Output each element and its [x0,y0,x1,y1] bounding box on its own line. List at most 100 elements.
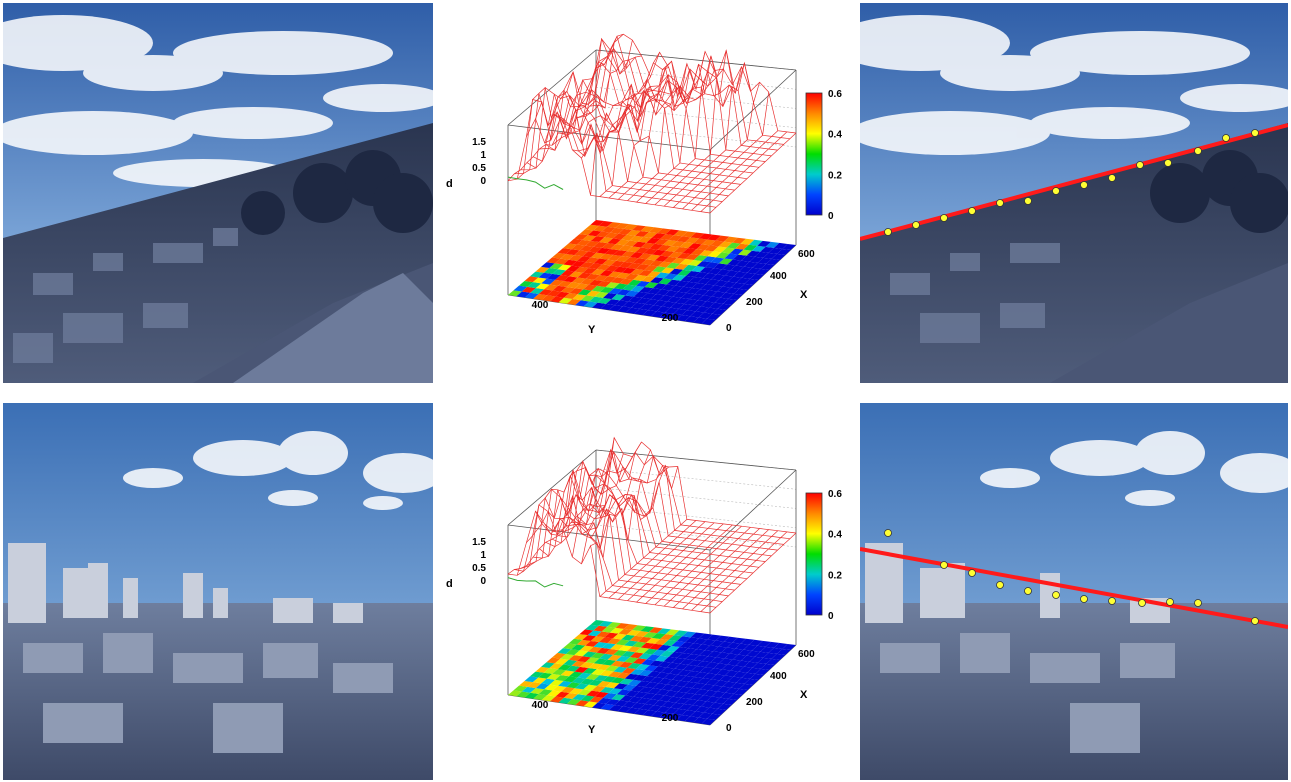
heatmap-cell [668,651,683,658]
heatmap-cell [650,677,664,684]
heatmap-cell [574,683,589,690]
surface-line [544,40,633,144]
heatmap-cell [746,650,761,657]
heatmap-cell [566,282,581,289]
heatmap-cell [718,241,733,248]
heatmap-cell [739,683,753,690]
heatmap-cell [653,300,668,307]
heatmap-cell [618,628,633,635]
heatmap-cell [579,629,594,636]
heatmap-cell [575,700,590,707]
heatmap-cell [552,252,566,259]
heatmap-cell [597,697,612,704]
surface-line [507,114,711,214]
heatmap-cell [538,289,553,296]
heatmap-cell [619,261,633,268]
heatmap-cell [543,668,558,674]
heatmap-cell [666,679,681,686]
heatmap-cell [686,270,700,277]
heatmap-cell [729,248,744,255]
heatmap-cell [557,248,572,254]
heatmap-cell [615,223,630,229]
heatmap-cell [644,682,659,689]
heatmap-cell [699,667,714,674]
heatmap-cell [735,660,750,667]
heatmap-cell [698,312,713,319]
heatmap-cell [666,662,681,669]
heatmap-cell [682,248,697,255]
z-tick-label: 1 [480,150,486,161]
heatmap-cell [593,658,608,665]
heatmap-cell [574,283,589,290]
y-tick-label: 200 [662,713,679,724]
heatmap-cell [713,246,727,253]
heatmap-cell [627,246,641,253]
heatmap-cell [716,269,731,276]
heatmap-cell [571,644,586,651]
heatmap-cell [624,240,638,247]
heatmap-cell [627,663,642,669]
heatmap-cell [577,256,591,263]
heatmap-cell [625,307,640,314]
heatmap-cell [616,255,630,262]
heatmap-cell [580,295,595,302]
heatmap-cell [752,262,767,269]
colorbar [805,92,823,216]
heatmap-cell [607,638,622,645]
heatmap-cell [582,235,597,241]
heatmap-cell [740,238,755,245]
surface-plot-1: 1.5 1 0.5 0 d 400 200 Y 0 200 400 600 X 0.6 0.4 0.2 0 [446,33,842,336]
heatmap-cell [597,297,612,304]
heatmap-cell [701,718,716,725]
heatmap-cell [611,277,625,284]
heatmap-cell [547,690,562,697]
heatmap-cell [652,666,667,673]
heatmap-cell [624,657,639,664]
heatmap-cell [656,306,671,313]
heatmap-cell [632,225,646,232]
heatmap-cell [677,269,692,276]
heatmap-cell [655,289,670,296]
heatmap-cell [639,686,653,694]
heatmap-cell [552,685,567,692]
heatmap-cell [607,654,622,661]
heatmap-cell [569,688,584,695]
heatmap-cell [664,290,679,297]
heatmap-cell [630,685,645,692]
heatmap-cell [660,667,675,674]
heatmap-cell [599,653,614,660]
heatmap-cell [671,241,686,248]
heatmap-cell [702,673,717,680]
heatmap-cell [580,695,595,702]
heatmap-cell [627,263,642,269]
heatmap-cell [541,295,556,302]
heatmap-cell [739,283,753,290]
heatmap-cell [632,625,646,632]
heatmap-cell [680,258,694,265]
profile-line [507,577,564,588]
heatmap-cell [585,673,600,680]
heatmap-cell [639,703,654,711]
heatmap-cell [635,231,649,237]
heatmap-cell [617,306,632,313]
heatmap-cell [607,622,621,628]
surface-line [532,95,735,191]
heatmap-cell [574,266,589,273]
z-tick-label: 1 [480,550,486,561]
heatmap-cell [735,643,749,650]
heatmap-cell [711,291,726,298]
heatmap-cell [613,250,628,256]
heatmap-cell [549,663,564,670]
heatmap-cell [608,271,622,278]
photo-bottom-right-image [860,403,1288,780]
heatmap-cell [720,692,734,699]
heatmap-cell [591,269,606,276]
heatmap-cell [605,265,619,272]
heatmap-cell [652,283,667,290]
heatmap-cell [577,656,591,663]
horizon-point [1138,599,1146,607]
colorbar [805,492,823,616]
heatmap-cell [627,679,642,686]
heatmap-cell [582,635,597,641]
heatmap-cell [726,642,741,649]
